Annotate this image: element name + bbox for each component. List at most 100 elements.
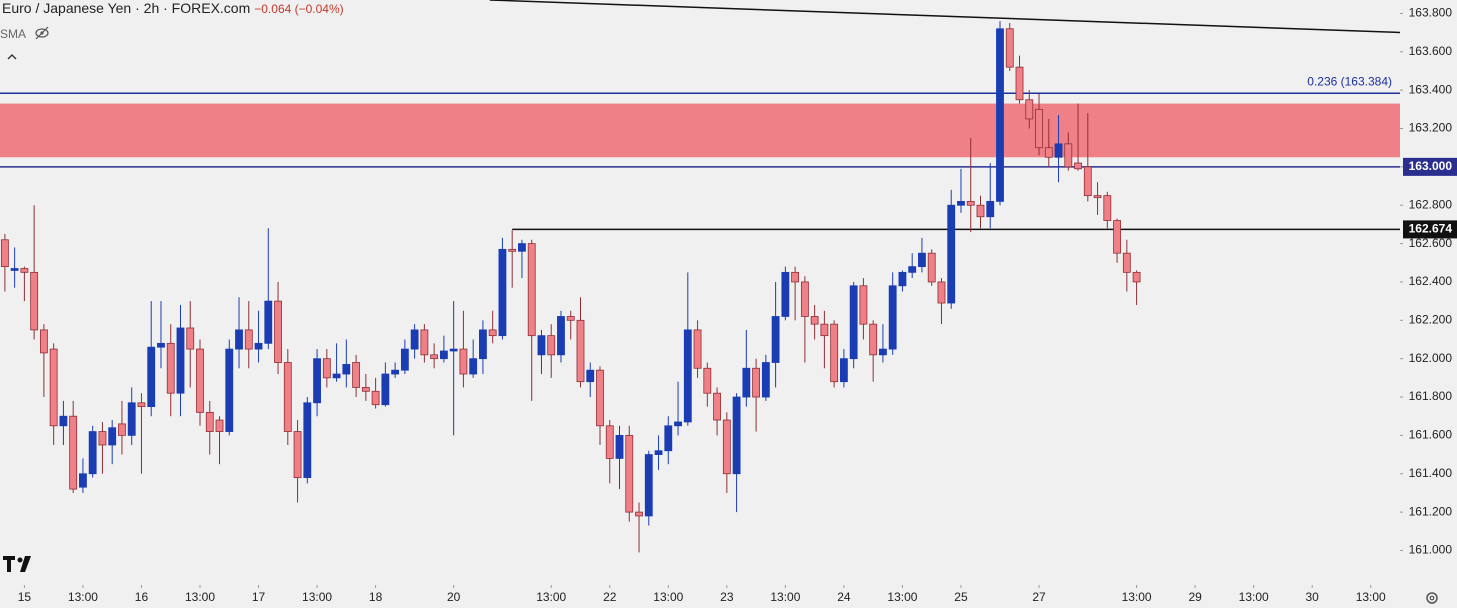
y-tick-label: 161.000 <box>1409 543 1453 557</box>
candle-body <box>1122 252 1131 273</box>
candle-body <box>332 373 341 379</box>
candle-body <box>576 319 585 383</box>
x-tick-label: 13:00 <box>536 590 566 604</box>
candle-body <box>1025 99 1034 120</box>
candle-body <box>986 200 995 218</box>
candle-body <box>879 348 887 356</box>
candle-body <box>615 434 624 459</box>
level-price-box <box>1403 157 1457 176</box>
candle-body <box>39 329 48 354</box>
hidden-eye-icon[interactable] <box>33 26 51 40</box>
candle-body <box>196 348 204 413</box>
candle-body <box>20 268 29 273</box>
x-tick-label: 15 <box>18 590 32 604</box>
candle-body <box>361 387 370 392</box>
candle-body <box>498 248 507 337</box>
candle-body <box>69 415 78 490</box>
candle-body <box>186 327 195 350</box>
candle-body <box>625 434 634 513</box>
candle-body <box>791 271 800 283</box>
candle-body <box>839 358 848 383</box>
plot-area: 0.236 (163.384) <box>0 0 1400 553</box>
candle-body <box>381 373 390 406</box>
candle-body <box>781 271 790 317</box>
x-tick-label: 18 <box>369 590 383 604</box>
candle-body <box>449 348 458 352</box>
candle-body <box>439 350 448 360</box>
y-tick-label: 162.400 <box>1409 274 1453 288</box>
candle-body <box>996 28 1004 202</box>
resistance-zone <box>0 103 1400 158</box>
symbol-title: Euro / Japanese Yen · 2h · FOREX.com <box>2 0 251 16</box>
candle-body <box>352 362 361 388</box>
candle-body <box>508 248 517 252</box>
candle-body <box>888 285 897 350</box>
candle-body <box>0 239 9 268</box>
x-tick-label: 30 <box>1306 590 1320 604</box>
settings-icon[interactable] <box>1426 592 1438 604</box>
candle-body <box>98 431 107 446</box>
collapse-button[interactable] <box>1 46 23 66</box>
x-tick-label: 23 <box>720 590 734 604</box>
candle-body <box>88 431 97 475</box>
y-tick-label: 162.000 <box>1409 351 1453 365</box>
candle-body <box>693 329 702 369</box>
candle-body <box>918 252 926 268</box>
candle-body <box>479 329 487 360</box>
candle-body <box>147 346 156 408</box>
candle-body <box>283 362 292 432</box>
candle-body <box>654 450 663 455</box>
tv-logo <box>3 556 31 572</box>
y-tick-label: 163.400 <box>1409 82 1453 96</box>
candle-body <box>596 369 604 427</box>
x-tick-label: 13:00 <box>1356 590 1386 604</box>
level-price-box <box>1403 220 1457 239</box>
candle-body <box>391 369 400 375</box>
candle-body <box>1083 166 1092 197</box>
indicator-name[interactable]: SMA <box>0 27 26 41</box>
candle-body <box>859 285 868 325</box>
x-tick-label: 13:00 <box>887 590 917 604</box>
candle-body <box>1054 143 1063 158</box>
candle-body <box>635 511 643 517</box>
candle-body <box>459 348 468 375</box>
candle-body <box>820 323 829 337</box>
candle-body <box>225 348 234 432</box>
candle-body <box>254 342 263 350</box>
candle-body <box>800 281 809 317</box>
candle-body <box>59 415 68 427</box>
candle-body <box>537 335 546 356</box>
candle-body <box>244 329 253 350</box>
candle-body <box>313 358 321 404</box>
candle-body <box>898 271 907 287</box>
candle-body <box>1015 66 1024 101</box>
fib-level-label: 0.236 (163.384) <box>1307 74 1392 88</box>
candle-body <box>674 421 682 427</box>
symbol-header: Euro / Japanese Yen · 2h · FOREX.com −0.0… <box>2 0 344 16</box>
candle-body <box>108 427 117 446</box>
level-price-label: 163.000 <box>1409 159 1453 173</box>
candle-body <box>1035 108 1043 149</box>
candle-body <box>488 329 497 337</box>
y-tick-label: 163.800 <box>1409 6 1453 20</box>
candle-body <box>518 243 526 252</box>
candle-body <box>966 200 975 206</box>
candle-body <box>1005 28 1014 68</box>
level-price-label: 162.674 <box>1409 222 1453 236</box>
candle-body <box>586 369 595 383</box>
x-tick-label: 13:00 <box>1239 590 1269 604</box>
candle-body <box>742 367 751 398</box>
candle-body <box>176 327 185 394</box>
candle-body <box>410 329 419 350</box>
candle-body <box>644 454 653 517</box>
candle-body <box>547 335 556 356</box>
candle-body <box>976 204 985 218</box>
candle-body <box>137 402 146 408</box>
candle-body <box>869 323 878 356</box>
candle-body <box>683 329 692 423</box>
candle-body <box>430 354 439 360</box>
x-tick-label: 13:00 <box>1122 590 1152 604</box>
x-tick-label: 29 <box>1188 590 1202 604</box>
